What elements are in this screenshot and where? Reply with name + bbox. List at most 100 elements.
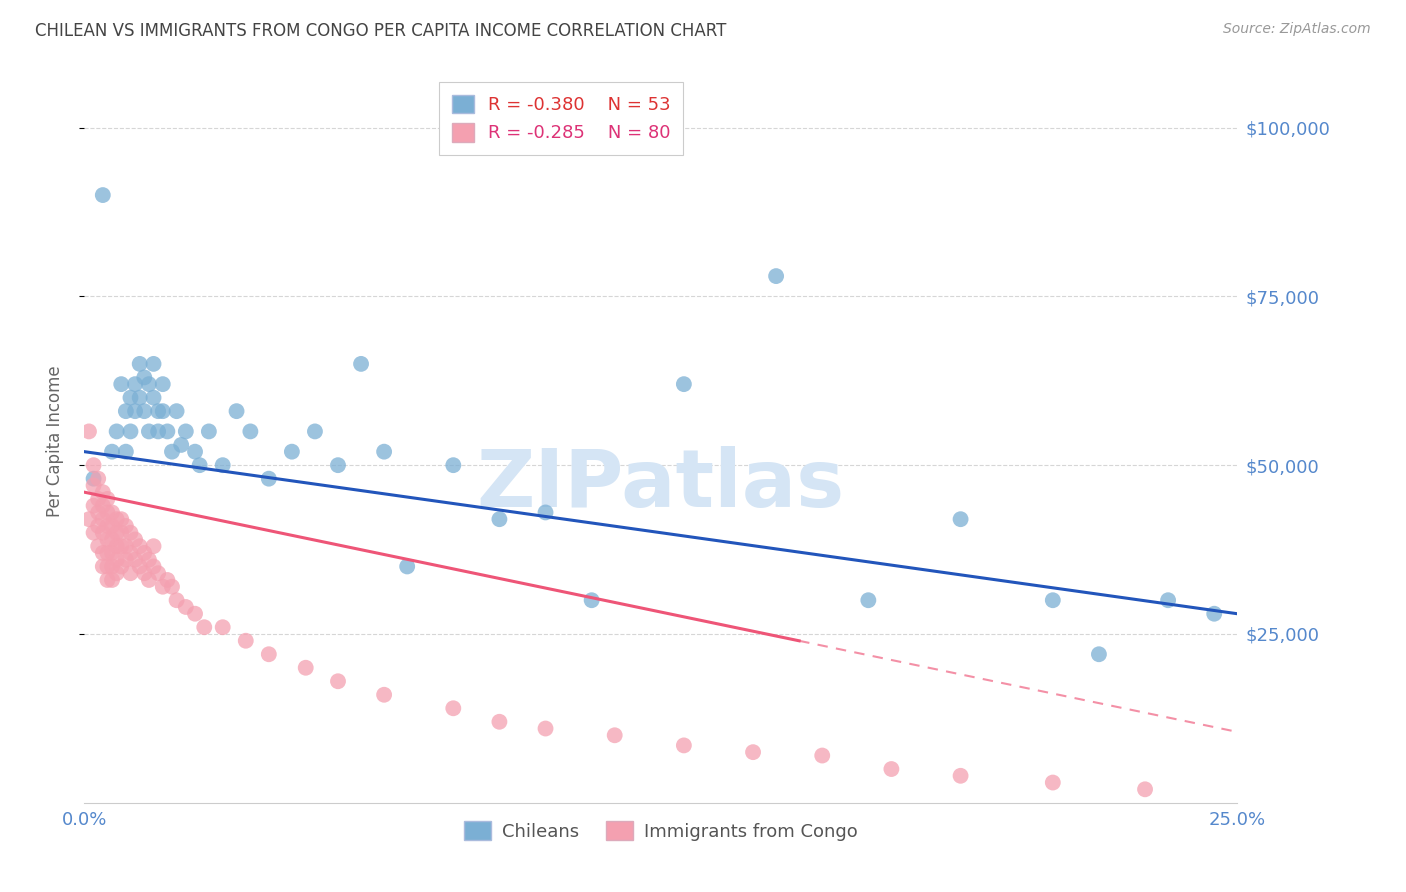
- Point: [184, 607, 207, 621]
- Point: [396, 559, 419, 574]
- Point: [326, 674, 349, 689]
- Point: [441, 458, 464, 472]
- Point: [96, 491, 118, 506]
- Point: [373, 688, 395, 702]
- Point: [134, 566, 156, 581]
- Point: [87, 472, 110, 486]
- Point: [96, 573, 118, 587]
- Point: [858, 593, 880, 607]
- Point: [326, 458, 349, 472]
- Point: [152, 580, 174, 594]
- Point: [257, 647, 280, 661]
- Point: [134, 370, 156, 384]
- Point: [1204, 607, 1226, 621]
- Point: [350, 357, 373, 371]
- Point: [77, 425, 100, 439]
- Point: [128, 391, 150, 405]
- Point: [156, 573, 179, 587]
- Point: [1042, 593, 1064, 607]
- Point: [105, 512, 128, 526]
- Point: [105, 539, 128, 553]
- Point: [1133, 782, 1156, 797]
- Point: [77, 512, 100, 526]
- Point: [120, 391, 142, 405]
- Point: [138, 573, 160, 587]
- Point: [949, 769, 972, 783]
- Point: [120, 525, 142, 540]
- Point: [101, 573, 124, 587]
- Point: [880, 762, 903, 776]
- Point: [534, 505, 557, 519]
- Point: [105, 425, 128, 439]
- Point: [142, 559, 165, 574]
- Point: [87, 491, 110, 506]
- Point: [138, 377, 160, 392]
- Point: [110, 559, 132, 574]
- Point: [156, 425, 179, 439]
- Point: [87, 539, 110, 553]
- Point: [304, 425, 326, 439]
- Point: [672, 739, 695, 753]
- Point: [373, 444, 395, 458]
- Point: [110, 525, 132, 540]
- Point: [96, 505, 118, 519]
- Point: [160, 444, 183, 458]
- Point: [581, 593, 603, 607]
- Point: [96, 533, 118, 547]
- Point: [91, 546, 114, 560]
- Point: [160, 580, 183, 594]
- Point: [184, 444, 207, 458]
- Point: [142, 539, 165, 553]
- Point: [101, 444, 124, 458]
- Point: [193, 620, 215, 634]
- Point: [91, 512, 114, 526]
- Point: [534, 722, 557, 736]
- Point: [441, 701, 464, 715]
- Point: [672, 377, 695, 392]
- Point: [128, 539, 150, 553]
- Point: [101, 519, 124, 533]
- Point: [110, 377, 132, 392]
- Point: [101, 505, 124, 519]
- Text: CHILEAN VS IMMIGRANTS FROM CONGO PER CAPITA INCOME CORRELATION CHART: CHILEAN VS IMMIGRANTS FROM CONGO PER CAP…: [35, 22, 727, 40]
- Point: [110, 512, 132, 526]
- Point: [110, 539, 132, 553]
- Point: [146, 566, 169, 581]
- Point: [488, 512, 510, 526]
- Point: [124, 552, 146, 566]
- Point: [235, 633, 257, 648]
- Point: [120, 546, 142, 560]
- Point: [138, 425, 160, 439]
- Text: Source: ZipAtlas.com: Source: ZipAtlas.com: [1223, 22, 1371, 37]
- Y-axis label: Per Capita Income: Per Capita Income: [45, 366, 63, 517]
- Point: [603, 728, 626, 742]
- Point: [211, 458, 233, 472]
- Point: [83, 499, 105, 513]
- Point: [91, 559, 114, 574]
- Point: [87, 519, 110, 533]
- Point: [96, 559, 118, 574]
- Point: [138, 552, 160, 566]
- Point: [166, 404, 188, 418]
- Point: [146, 404, 169, 418]
- Point: [765, 269, 787, 284]
- Point: [115, 539, 138, 553]
- Point: [115, 552, 138, 566]
- Point: [211, 620, 233, 634]
- Point: [166, 593, 188, 607]
- Point: [101, 533, 124, 547]
- Point: [120, 566, 142, 581]
- Point: [281, 444, 304, 458]
- Point: [83, 472, 105, 486]
- Legend: Chileans, Immigrants from Congo: Chileans, Immigrants from Congo: [457, 814, 865, 848]
- Point: [115, 404, 138, 418]
- Point: [91, 525, 114, 540]
- Point: [101, 546, 124, 560]
- Point: [124, 377, 146, 392]
- Point: [1157, 593, 1180, 607]
- Point: [105, 566, 128, 581]
- Point: [83, 525, 105, 540]
- Point: [239, 425, 262, 439]
- Point: [115, 519, 138, 533]
- Point: [1042, 775, 1064, 789]
